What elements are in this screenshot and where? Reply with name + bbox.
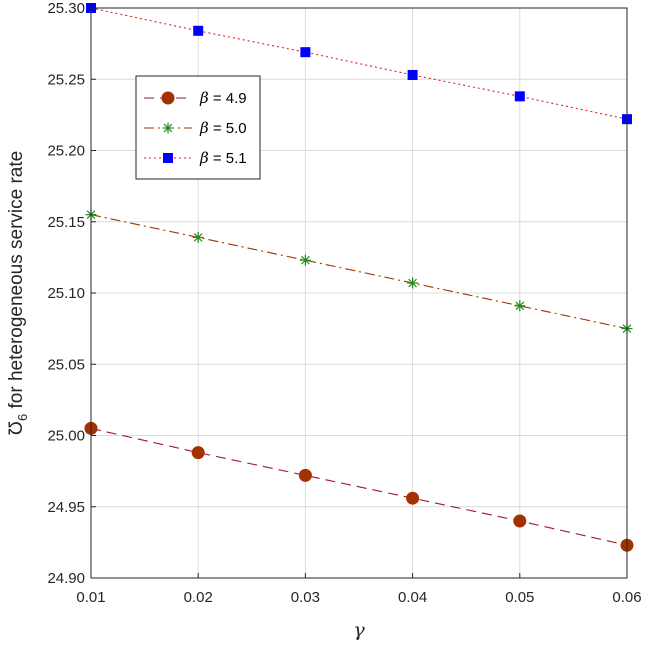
x-tick-label: 0.02 [184,589,213,606]
y-axis-label: Ʊ6 for heterogeneous service rate [6,151,30,435]
legend-label-2: β = 5.0 [199,119,247,137]
legend-label-1: β = 4.9 [199,89,247,107]
x-tick-label: 0.06 [612,589,641,606]
legend-value: = 5.0 [209,120,247,137]
y-tick-label: 25.00 [47,428,85,445]
data-point-series-1 [406,491,420,505]
legend-symbol: β [199,119,209,137]
data-point-series-1 [513,514,527,528]
legend-value: = 5.1 [209,150,247,167]
legend-symbol: β [199,149,209,167]
y-axis-label-subscript: 6 [15,414,30,421]
y-tick-label: 25.10 [47,285,85,302]
series-line-1 [90,427,628,546]
x-tick-label: 0.04 [398,589,427,606]
y-tick-label: 25.25 [47,71,85,88]
x-tick-label: 0.03 [291,589,320,606]
legend: β = 4.9β = 5.0β = 5.1 [135,75,261,180]
legend-value: = 4.9 [209,90,247,107]
y-tick-label: 25.30 [47,0,85,17]
x-axis-label: γ [353,619,365,641]
axis-ticks: 0.01 0.02 0.03 0.04 0.05 0.06 24.90 24.95 25.00 2… [47,0,641,606]
data-point-series-1 [298,468,312,482]
x-tick-label: 0.01 [76,589,105,606]
data-point-series-2 [299,254,311,266]
data-point-series-2 [407,277,419,289]
y-tick-label: 24.90 [47,570,85,587]
y-tick-label: 25.15 [47,214,85,231]
data-point-series-3 [514,91,525,102]
legend-marker-2 [162,122,174,134]
data-point-series-3 [407,69,418,80]
y-tick-label: 25.20 [47,143,85,160]
data-point-series-2 [514,300,526,312]
series-lines [90,7,628,546]
y-tick-label: 24.95 [47,499,85,516]
y-tick-label: 25.05 [47,356,85,373]
y-axis-label-text: for heterogeneous service rate [6,151,27,414]
data-point-series-1 [191,446,205,460]
legend-symbol: β [199,89,209,107]
data-point-series-2 [192,231,204,243]
legend-marker-1 [161,91,175,105]
y-axis-label-symbol: Ʊ [6,421,27,435]
series-line-3 [90,7,628,120]
legend-box [135,75,261,180]
x-tick-label: 0.05 [505,589,534,606]
legend-marker-3 [163,153,173,163]
data-point-series-3 [300,47,311,58]
legend-label-3: β = 5.1 [199,149,247,167]
data-point-series-3 [193,25,204,36]
